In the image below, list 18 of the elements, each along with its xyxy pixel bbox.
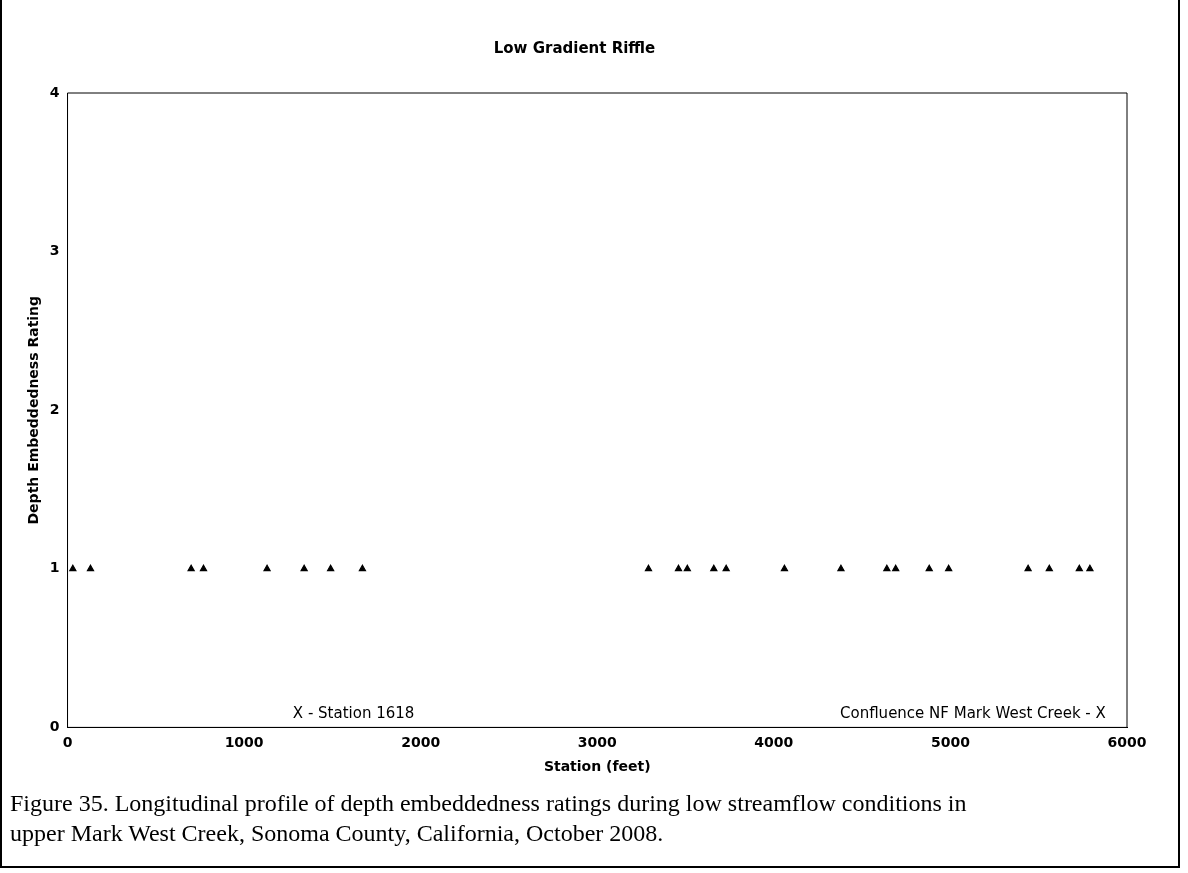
x-tick-label: 4000 [754,734,794,751]
x-tick-label: 3000 [577,734,618,751]
caption: Figure 35. Longitudinal profile of depth embeddedness ratings during low streamflow conditions in upper Mark West Creek, Sonoma County, California, October 2008. [10,789,968,848]
x-tick-label: 2000 [401,734,441,751]
annotation: Confluence NF Mark West Creek - X [840,703,1106,722]
x-tick-label: 6000 [1107,734,1147,751]
x-tick-label: 5000 [930,734,971,751]
y-axis-title: Depth Embeddedness Rating [25,295,42,525]
x-axis-title: Station (feet) [543,758,651,775]
y-tick-label: 0 [49,718,60,735]
y-tick-label: 3 [49,242,60,259]
y-tick-label: 1 [49,559,60,576]
x-tick-label: 0 [62,734,73,751]
x-tick-label: 1000 [224,734,264,751]
y-tick-label: 4 [49,83,60,100]
y-tick-label: 2 [49,400,60,417]
annotation: X - Station 1618 [292,703,415,722]
chart-title: Low Gradient Riffle [493,38,656,57]
